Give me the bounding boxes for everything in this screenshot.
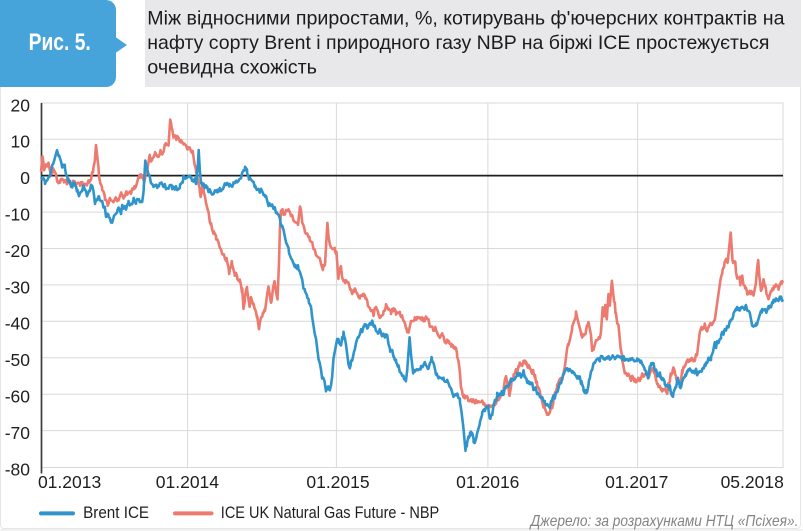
svg-text:очевидна схожість: очевидна схожість [147, 57, 317, 79]
svg-text:01.2013: 01.2013 [38, 472, 101, 492]
svg-text:ICE UK Natural Gas Future - NB: ICE UK Natural Gas Future - NBP [221, 503, 439, 522]
svg-text:01.2017: 01.2017 [605, 472, 668, 492]
svg-text:01.2014: 01.2014 [156, 472, 220, 492]
svg-text:01.2015: 01.2015 [306, 472, 369, 492]
svg-text:0: 0 [20, 168, 30, 188]
svg-text:-40: -40 [5, 314, 31, 334]
svg-text:-20: -20 [5, 241, 31, 261]
svg-text:05.2018: 05.2018 [721, 472, 784, 492]
svg-text:-30: -30 [5, 277, 31, 297]
svg-text:-50: -50 [5, 350, 31, 370]
svg-text:нафту сорту Brent і природного: нафту сорту Brent і природного газу NBP … [147, 32, 769, 54]
svg-text:-70: -70 [5, 423, 31, 443]
svg-text:Brent ICE: Brent ICE [83, 503, 149, 522]
svg-text:20: 20 [11, 95, 31, 115]
svg-text:-80: -80 [5, 459, 31, 479]
svg-text:-10: -10 [5, 205, 31, 225]
svg-text:-60: -60 [5, 387, 31, 407]
svg-text:Джерело: за розрахунками НТЦ «: Джерело: за розрахунками НТЦ «Псіхея». [529, 513, 799, 530]
svg-text:Між відносними приростами, %,: Між відносними приростами, %, котирувань… [147, 8, 784, 30]
svg-text:Рис. 5.: Рис. 5. [29, 29, 91, 56]
svg-text:10: 10 [11, 132, 31, 152]
svg-text:01.2016: 01.2016 [456, 472, 519, 492]
